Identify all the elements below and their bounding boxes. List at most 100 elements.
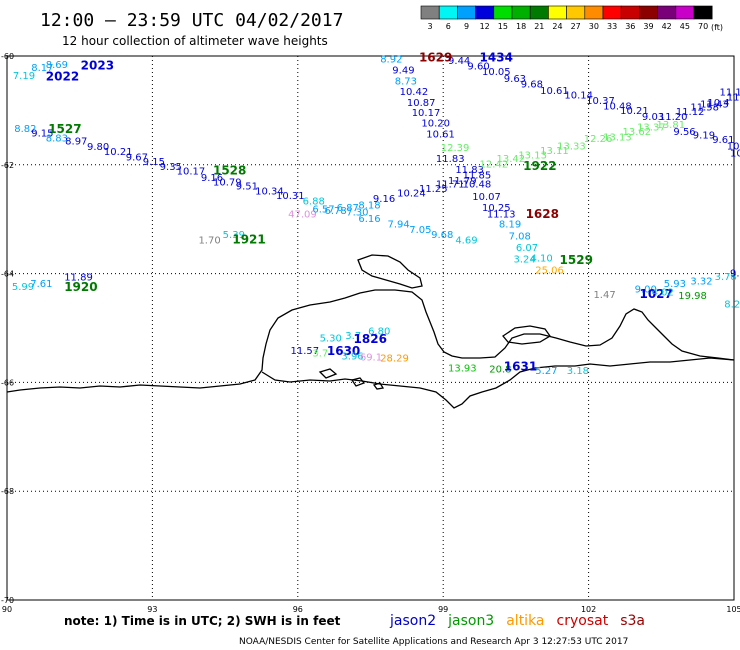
wave-height-label: 9.61 — [712, 135, 734, 146]
lon-tick-label: 96 — [293, 605, 303, 614]
wave-height-label: 8.92 — [380, 55, 402, 66]
wave-height-label: 8.97 — [65, 137, 87, 148]
lat-tick-label: -64 — [1, 270, 14, 279]
wave-height-label: 13.13 — [603, 132, 632, 143]
wave-height-label: 9.15 — [143, 157, 165, 168]
wave-height-label: 8.22 — [724, 299, 740, 310]
wave-height-label: 3.7 — [345, 331, 361, 342]
wave-height-label: 7.19 — [13, 71, 35, 82]
wave-height-label: 10.87 — [407, 98, 436, 109]
legend-unit: (ft) — [711, 23, 723, 32]
legend-swatch — [657, 5, 677, 20]
pass-time-label: 1630 — [327, 344, 360, 358]
wave-height-label: 10.79 — [213, 177, 242, 188]
lat-tick-label: -66 — [1, 378, 14, 387]
legend-swatch — [675, 5, 695, 20]
lon-tick-label: 102 — [581, 605, 596, 614]
wave-height-label: 8.69 — [46, 60, 68, 71]
legend-swatch — [566, 5, 586, 20]
footer-note: note: 1) Time is in UTC; 2) SWH is in fe… — [64, 614, 341, 628]
wave-height-label: 13.33 — [557, 142, 586, 153]
wave-height-label: 12.42 — [480, 160, 509, 171]
wave-height-label: 10.48 — [463, 180, 492, 191]
legend-bin-label: 33 — [607, 22, 617, 31]
wave-height-label: 11.42 — [727, 93, 740, 104]
mission-legend: jason2 jason3 altika cryosat s3a — [389, 613, 645, 629]
pass-time-label: 1528 — [213, 164, 246, 178]
wave-height-label: 13.13 — [518, 150, 547, 161]
wave-height-label: 69.1 — [360, 353, 382, 364]
mainland-coast — [6, 289, 735, 393]
wave-height-label: 6.57 — [312, 205, 334, 216]
wave-height-label: 7.61 — [30, 279, 52, 290]
lat-tick-label: -62 — [1, 161, 14, 170]
wave-height-label: 9.35 — [160, 162, 182, 173]
map-title: 12:00 – 23:59 UTC 04/02/2017 — [40, 10, 343, 31]
lat-lon-grid — [7, 56, 734, 600]
wave-height-label: 10.17 — [412, 108, 441, 119]
wave-height-label: 10.17 — [177, 167, 206, 178]
legend-swatch — [475, 5, 495, 20]
wave-height-label: 6.16 — [358, 214, 380, 225]
wave-height-label: 6.07 — [516, 243, 538, 254]
wave-height-label: 10.14 — [564, 90, 593, 101]
wave-height-label: 9.03 — [642, 112, 664, 123]
mission-altika: altika — [506, 613, 544, 629]
wave-height-label: 10.07 — [472, 192, 501, 203]
wave-height-label: 25.06 — [535, 266, 564, 277]
wave-height-label: 10.05 — [482, 67, 511, 78]
wave-height-label: 10.9 — [730, 149, 740, 160]
lat-tick-label: -70 — [1, 596, 14, 605]
wave-height-label: 9.60 — [467, 62, 489, 73]
wave-height-label: 6.88 — [303, 197, 325, 208]
wave-height-label: 9.15 — [31, 129, 53, 140]
lat-tick-label: -68 — [1, 487, 14, 496]
legend-bin-label: 9 — [464, 22, 469, 31]
island-small-1 — [318, 368, 338, 379]
wave-height-label: 10.34 — [255, 187, 284, 198]
legend-bin-label: 39 — [643, 22, 653, 31]
wave-height-label: 11.83 — [436, 154, 465, 165]
wave-height-label: 5.27 — [535, 366, 557, 377]
wave-height-label: 12.39 — [441, 143, 470, 154]
legend-bin-label: 45 — [680, 22, 690, 31]
wave-height-label: 9.67 — [126, 152, 148, 163]
legend-swatch — [511, 5, 531, 20]
wave-height-label: 10.31 — [276, 191, 305, 202]
wave-height-label: 20.8 — [489, 365, 511, 376]
legend-swatch — [548, 5, 567, 20]
legend-bin-label: 12 — [480, 22, 490, 31]
legend-bin-label: 42 — [662, 22, 672, 31]
pass-time-label: 1628 — [526, 207, 559, 221]
wave-height-label: 9.68 — [431, 230, 453, 241]
legend-bin-label: 30 — [589, 22, 599, 31]
legend-bin-label: 6 — [446, 22, 451, 31]
legend-swatch — [420, 5, 440, 20]
wave-height-label: 11.85 — [463, 170, 492, 181]
footer-credit: NOAA/NESDIS Center for Satellite Applica… — [239, 637, 628, 647]
wave-height-label: 9.44 — [448, 56, 470, 67]
lon-tick-label: 93 — [147, 605, 157, 614]
wave-height-label: 9.80 — [87, 142, 109, 153]
legend-swatch — [584, 5, 604, 20]
wave-height-label: 8.18 — [358, 200, 380, 211]
color-legend: 3 6 9 12 15 18 21 24 27 30 33 36 39 42 45 70 — [420, 5, 713, 31]
island-small-2 — [350, 377, 366, 387]
wave-height-label: 3.18 — [567, 366, 589, 377]
wave-height-label: 3.96 — [341, 352, 363, 363]
wave-height-label: 5.39 — [223, 230, 245, 241]
legend-bin-label: 15 — [498, 22, 508, 31]
wave-height-label: 10.42 — [400, 87, 429, 98]
wave-height-label: 28.29 — [380, 354, 409, 365]
pass-time-label: 2022 — [46, 69, 79, 83]
coastline — [6, 254, 735, 409]
wave-height-label: 10.4 — [707, 98, 729, 109]
wave-height-label: 9.16 — [201, 173, 223, 184]
wave-height-label: 7.05 — [409, 225, 431, 236]
legend-bin-label: 3 — [428, 22, 433, 31]
legend-swatch — [693, 5, 713, 20]
legend-bin-label: 36 — [625, 22, 635, 31]
lon-tick-label: 105 — [726, 605, 740, 614]
wave-height-label: 4.69 — [455, 236, 477, 247]
wave-height-label: 6.78 — [324, 206, 346, 217]
